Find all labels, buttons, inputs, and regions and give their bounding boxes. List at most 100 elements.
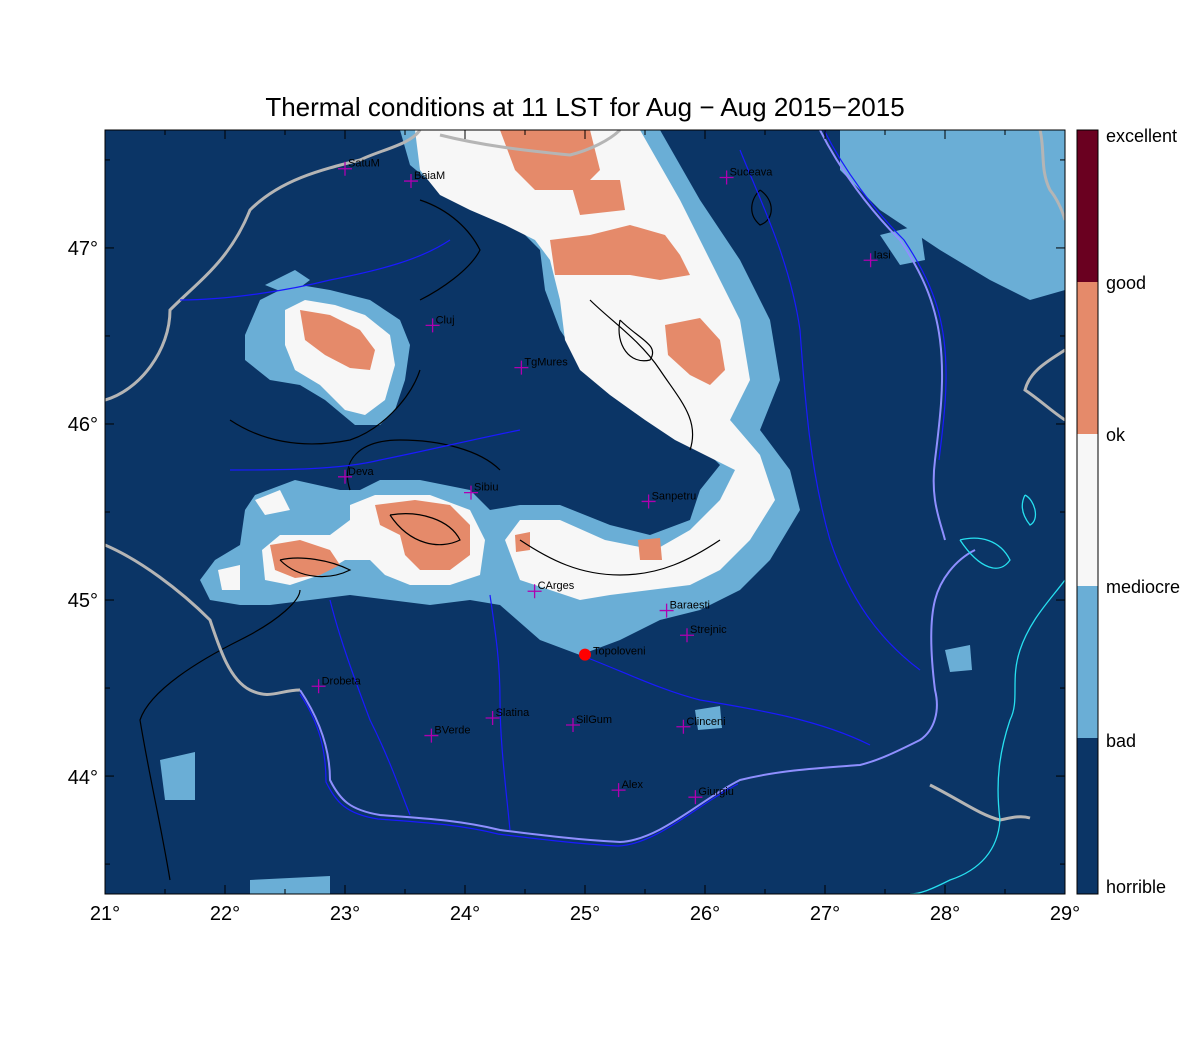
lagoon-line bbox=[1021, 494, 1037, 526]
city-marker: Giurgiu bbox=[688, 786, 734, 805]
bad-zone-east-patch bbox=[945, 645, 972, 672]
city-marker: Drobeta bbox=[311, 675, 362, 694]
city-label: Sibiu bbox=[474, 482, 498, 494]
lat-tick-label: 44° bbox=[68, 767, 98, 789]
city-cross-icon bbox=[425, 318, 440, 333]
contour-line bbox=[519, 539, 721, 576]
city-label: Strejnic bbox=[690, 624, 727, 636]
contour-line bbox=[751, 189, 772, 226]
longitude-labels: 21° 22° 23° 24° 25° 26° 27° 28° 29° bbox=[90, 903, 1080, 925]
border-line bbox=[105, 130, 422, 402]
lon-tick-label: 25° bbox=[570, 903, 600, 925]
river-jiu bbox=[329, 599, 411, 816]
legend-label-mediocre: mediocre bbox=[1106, 577, 1180, 597]
city-label: Baraesti bbox=[670, 600, 710, 612]
city-label: Drobeta bbox=[322, 675, 362, 687]
city-cross-icon bbox=[611, 783, 626, 798]
highlight-location: Topoloveni bbox=[579, 646, 646, 661]
topoloveni-marker bbox=[579, 648, 591, 661]
lon-tick-label: 21° bbox=[90, 903, 120, 925]
city-label: BaiaM bbox=[414, 170, 445, 182]
topoloveni-label: Topoloveni bbox=[593, 646, 646, 658]
city-label: Iasi bbox=[874, 249, 891, 261]
legend-label-ok: ok bbox=[1106, 425, 1126, 445]
rivers bbox=[179, 130, 976, 847]
mediocre-zone-east bbox=[415, 130, 775, 600]
contour-line bbox=[229, 369, 421, 445]
city-label: BVerde bbox=[434, 725, 470, 737]
city-marker: Baraesti bbox=[659, 600, 710, 618]
legend-swatch-mediocre bbox=[1077, 586, 1098, 738]
axis-ticks bbox=[104, 130, 1066, 894]
city-marker: SilGum bbox=[566, 714, 612, 733]
border-line bbox=[1038, 130, 1065, 221]
city-label: Giurgiu bbox=[698, 786, 733, 798]
city-cross-icon bbox=[338, 161, 352, 176]
legend-swatch-ok bbox=[1077, 434, 1098, 586]
city-markers: SatuM BaiaM Suceava Iasi Cluj TgMures Deva Sibi… bbox=[311, 158, 891, 805]
lat-tick-label: 46° bbox=[68, 414, 98, 436]
city-marker: SatuM bbox=[338, 158, 380, 176]
city-cross-icon bbox=[863, 253, 878, 268]
bad-zone-suceava-patch bbox=[840, 130, 1065, 300]
bad-zone-southwest-patch bbox=[250, 876, 330, 894]
bad-zone-west-patch bbox=[160, 752, 195, 800]
river-siret bbox=[739, 149, 921, 671]
city-marker: Suceava bbox=[719, 167, 773, 185]
lon-tick-label: 23° bbox=[330, 903, 360, 925]
bad-zone-clinceni bbox=[695, 706, 722, 730]
city-marker: Strejnic bbox=[680, 624, 727, 643]
city-marker: Alex bbox=[611, 779, 644, 798]
coastline bbox=[909, 494, 1065, 894]
city-marker: Cluj bbox=[425, 314, 455, 333]
lon-tick-label: 27° bbox=[810, 903, 840, 925]
legend-frame bbox=[1076, 129, 1099, 895]
city-label: CArges bbox=[538, 580, 575, 592]
map-title: Thermal conditions at 11 LST for Aug − A… bbox=[265, 92, 905, 122]
city-marker: Deva bbox=[338, 466, 375, 484]
city-marker: BaiaM bbox=[404, 170, 445, 189]
mediocre-zone-west bbox=[255, 490, 290, 515]
terrain-contours bbox=[139, 189, 772, 881]
city-cross-icon bbox=[566, 718, 580, 733]
city-cross-icon bbox=[527, 584, 542, 599]
city-label: Alex bbox=[622, 779, 644, 791]
city-cross-icon bbox=[311, 679, 326, 694]
city-marker: Sanpetru bbox=[641, 490, 696, 509]
city-marker: Iasi bbox=[863, 249, 891, 268]
ok-zone-mid-east bbox=[665, 318, 725, 385]
ok-zones bbox=[270, 130, 725, 578]
legend-label-excellent: excellent bbox=[1106, 126, 1177, 146]
border-line bbox=[1023, 348, 1065, 422]
contour-line bbox=[139, 589, 301, 881]
lon-tick-label: 26° bbox=[690, 903, 720, 925]
ok-zone-retezat bbox=[270, 540, 340, 578]
ok-zone-fagaras bbox=[375, 500, 470, 570]
city-cross-icon bbox=[688, 790, 703, 805]
contour-line bbox=[589, 299, 694, 451]
border-line bbox=[105, 543, 301, 696]
city-label: TgMures bbox=[524, 357, 568, 369]
lon-tick-label: 22° bbox=[210, 903, 240, 925]
danube-river bbox=[299, 549, 976, 844]
map-body bbox=[105, 130, 1065, 894]
legend-swatch-bad bbox=[1077, 738, 1098, 894]
city-cross-icon bbox=[338, 469, 352, 484]
danube-river-inner bbox=[299, 693, 739, 847]
latitude-labels: 44° 45° 46° 47° bbox=[68, 238, 98, 789]
lagoon-line bbox=[959, 537, 1011, 569]
lon-tick-label: 28° bbox=[930, 903, 960, 925]
city-marker: CArges bbox=[527, 580, 575, 599]
city-cross-icon bbox=[719, 170, 734, 185]
city-marker: Clinceni bbox=[676, 716, 726, 734]
city-label: SatuM bbox=[348, 158, 380, 170]
thermal-legend: excellent good ok mediocre bad horrible bbox=[1076, 126, 1180, 897]
lon-tick-label: 24° bbox=[450, 903, 480, 925]
city-label: Deva bbox=[348, 466, 375, 478]
city-cross-icon bbox=[424, 728, 439, 743]
coastline-line bbox=[909, 579, 1065, 894]
city-cross-icon bbox=[485, 710, 500, 725]
legend-label-bad: bad bbox=[1106, 731, 1136, 751]
ok-zone-northeast bbox=[570, 180, 625, 215]
